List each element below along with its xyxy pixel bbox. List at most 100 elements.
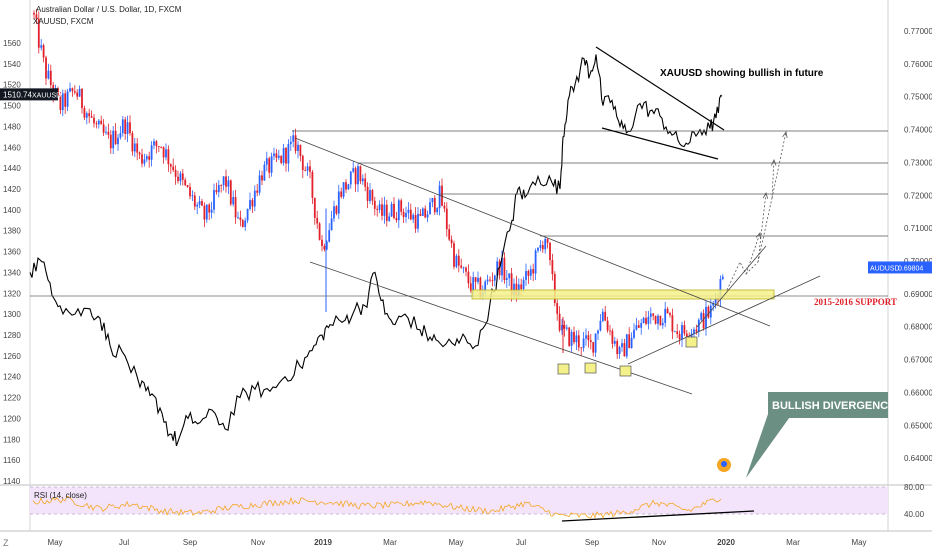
candle-body — [445, 208, 448, 230]
candle-body — [239, 217, 242, 221]
candle-body — [623, 343, 626, 357]
candle-body — [304, 170, 307, 171]
candle-body — [417, 213, 419, 229]
gold-wedge-lower — [601, 127, 719, 160]
candle-body — [525, 271, 527, 280]
candle-body — [222, 176, 225, 186]
candle-body — [549, 242, 551, 261]
candle-body — [630, 337, 633, 349]
candle-body — [42, 45, 45, 58]
candle-body — [273, 153, 275, 157]
candle-body — [265, 158, 268, 165]
candle-body — [652, 313, 655, 316]
candle-body — [376, 208, 379, 210]
candle-body — [45, 57, 47, 79]
candle-body — [299, 144, 302, 156]
candle-body — [551, 260, 554, 275]
left-axis-tick: 1160 — [3, 456, 21, 465]
candle-body — [469, 283, 472, 291]
candle-body — [496, 261, 499, 276]
time-axis-tick: Jul — [119, 538, 129, 547]
candle-body — [133, 143, 136, 152]
candle-body — [407, 209, 410, 213]
projection-arrow-1 — [726, 232, 761, 291]
left-axis-tick: 1520 — [3, 81, 21, 90]
candle-body — [678, 333, 681, 340]
right-axis-tick: 0.72000 — [904, 191, 932, 200]
candle-body — [241, 220, 244, 227]
overlay-legend: XAUUSD, FXCM — [33, 17, 94, 26]
candle-body — [129, 122, 131, 134]
candle-body — [246, 208, 249, 221]
projection-arrow-4-head — [782, 130, 788, 138]
candle-body — [690, 333, 693, 339]
candle-body — [702, 313, 705, 329]
candle-body — [335, 206, 338, 214]
candle-body — [345, 182, 347, 190]
candle-body — [150, 145, 153, 160]
candle-body — [645, 317, 647, 324]
candle-body — [47, 70, 50, 79]
corner-label: Z — [3, 538, 9, 548]
left-axis-tick: 1200 — [3, 414, 21, 423]
candle-body — [294, 135, 297, 151]
candle-body — [289, 141, 292, 145]
candle-body — [186, 185, 189, 187]
candle-body — [594, 333, 597, 353]
candle-body — [378, 204, 381, 210]
candle-body — [83, 108, 86, 118]
low-marker-1 — [557, 363, 570, 375]
candle-body — [297, 144, 299, 151]
candle-body — [205, 204, 208, 220]
candle-body — [73, 91, 76, 93]
candle-body — [229, 180, 232, 205]
time-axis-tick: Nov — [652, 538, 666, 547]
time-axis-tick: May — [47, 538, 62, 547]
candle-body — [659, 315, 662, 326]
left-axis-tick: 1320 — [3, 289, 21, 298]
rsi-divergence-line — [561, 510, 755, 522]
candle-body — [330, 218, 333, 231]
right-axis-tick: 0.66000 — [904, 388, 932, 397]
candle-body — [479, 277, 482, 297]
candle-body — [397, 200, 400, 221]
gold-symbol: XAUUSD — [32, 92, 61, 99]
candle-body — [153, 141, 155, 146]
time-axis-tick: May — [851, 538, 866, 547]
candle-body — [544, 238, 547, 250]
candle-body — [138, 152, 141, 155]
candle-body — [136, 143, 139, 153]
candle-body — [97, 120, 100, 125]
candle-body — [616, 340, 619, 355]
candle-body — [534, 250, 537, 274]
candle-body — [642, 317, 645, 324]
right-axis-tick: 0.68000 — [904, 323, 932, 332]
candle-body — [217, 185, 220, 193]
candle-body — [249, 200, 251, 209]
candle-body — [621, 343, 623, 348]
rsi-axis-tick: 80.00 — [904, 483, 925, 492]
candle-body — [174, 170, 177, 177]
channel-lower — [309, 261, 693, 395]
candle-body — [155, 141, 158, 147]
candle-body — [613, 340, 616, 344]
candle-body — [647, 316, 650, 324]
left-axis-tick: 1500 — [3, 102, 21, 111]
time-axis-tick: Mar — [383, 538, 397, 547]
candle-body — [477, 277, 479, 282]
candle-body — [611, 330, 614, 344]
candle-body — [697, 319, 700, 332]
candle-body — [527, 271, 530, 276]
candle-body — [721, 276, 724, 279]
candle-body — [258, 175, 261, 193]
candle-body — [93, 117, 95, 124]
candle-body — [172, 166, 175, 171]
candle-body — [76, 92, 79, 97]
right-axis-tick: 0.64000 — [904, 454, 932, 463]
candle-body — [654, 315, 657, 324]
candle-body — [419, 213, 422, 216]
candle-body — [589, 340, 592, 343]
candle-body — [472, 277, 475, 291]
